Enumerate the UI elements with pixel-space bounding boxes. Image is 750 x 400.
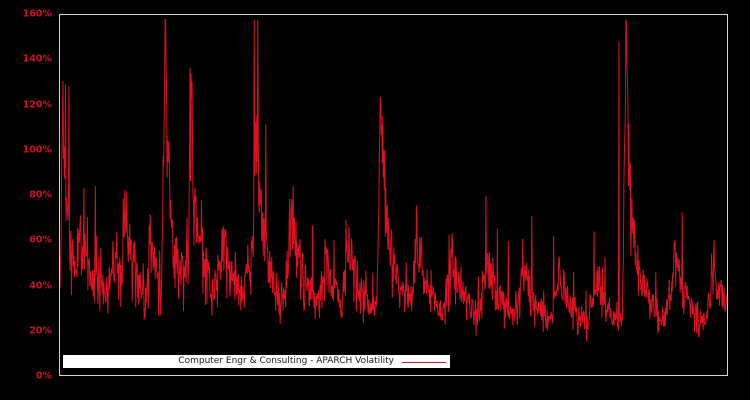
y-tick-label-20: 20%	[29, 325, 52, 337]
y-tick-label-140: 140%	[22, 53, 52, 65]
y-tick-label-0: 0%	[35, 370, 52, 382]
volatility-series	[60, 15, 727, 375]
line-swatch-icon	[402, 355, 446, 368]
y-tick-label-100: 100%	[22, 144, 52, 156]
y-tick-label-120: 120%	[22, 99, 52, 110]
y-tick-label-80: 80%	[29, 189, 52, 201]
legend-label: Computer Engr & Consulting - APARCH Vola…	[178, 356, 394, 366]
series-line-path	[60, 19, 727, 341]
legend: Computer Engr & Consulting - APARCH Vola…	[63, 355, 450, 368]
y-tick-label-60: 60%	[29, 234, 52, 246]
y-tick-label-40: 40%	[29, 280, 52, 291]
plot-area	[59, 14, 728, 376]
y-tick-label-160: 160%	[22, 8, 52, 20]
y-axis: 0% 20% 40% 60% 80% 100% 120% 140% 160%	[0, 0, 59, 400]
